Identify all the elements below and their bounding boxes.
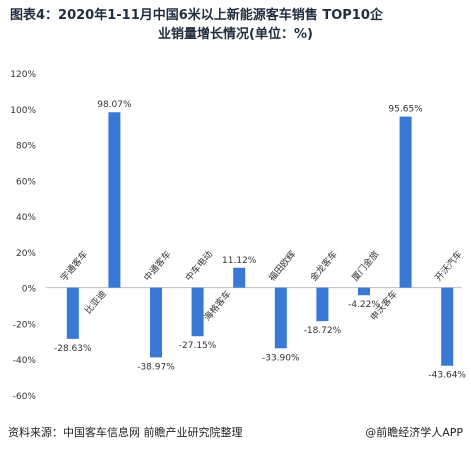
y-tick-label: 80% <box>16 142 36 152</box>
bar <box>191 287 204 337</box>
data-label: -27.15% <box>179 341 217 351</box>
chart-title-line1: 图表4：2020年1-11月中国6米以上新能源客车销售 TOP10企 <box>10 8 383 23</box>
category-label: 开沃汽车 <box>432 248 464 283</box>
data-label: 11.12% <box>222 256 257 266</box>
y-tick-label: 40% <box>16 213 36 223</box>
category-label: 海格客车 <box>201 288 233 323</box>
y-tick-label: 60% <box>16 177 36 187</box>
bar-chart: 120% 100% 80% 60% 40% 20% 0% -20% -40% -60% -28.63… <box>10 70 466 402</box>
bar <box>108 112 121 288</box>
data-label: -18.72% <box>304 326 342 336</box>
brand-label: @前瞻经济学人APP <box>365 426 463 439</box>
data-label: 95.65% <box>388 105 423 115</box>
data-label: -28.63% <box>54 344 92 354</box>
category-label: 宇通客车 <box>58 248 90 283</box>
y-tick-label: -20% <box>13 320 37 330</box>
y-tick-label: -40% <box>13 356 37 366</box>
data-label: -43.64% <box>428 371 466 381</box>
data-label: -38.97% <box>137 362 175 372</box>
category-label: 中车电动 <box>183 248 215 283</box>
source-note: 资料来源：中国客车信息网 前瞻产业研究院整理 <box>8 426 243 439</box>
category-label: 金龙客车 <box>308 248 340 283</box>
bar <box>358 287 370 296</box>
bar <box>274 287 287 349</box>
bar <box>233 267 246 288</box>
footer: 资料来源：中国客车信息网 前瞻产业研究院整理 @前瞻经济学人APP <box>8 424 463 442</box>
category-label: 厦门金旅 <box>349 248 381 283</box>
bar <box>316 287 329 322</box>
category-label: 福田欧辉 <box>266 248 298 283</box>
data-label: -4.22% <box>348 300 380 310</box>
y-tick-label: 100% <box>10 106 36 116</box>
y-tick-label: -60% <box>13 392 37 402</box>
y-tick-label: 0% <box>22 285 37 295</box>
category-label: 比亚迪 <box>82 288 109 316</box>
y-tick-label: 20% <box>16 249 36 259</box>
chart-title-line2: 业销量增长情况(单位：%) <box>158 27 313 42</box>
data-label: 98.07% <box>97 100 132 110</box>
bar <box>66 287 79 339</box>
chart-title: 图表4：2020年1-11月中国6米以上新能源客车销售 TOP10企 业销量增长… <box>10 6 461 44</box>
data-label: -33.90% <box>262 353 300 363</box>
y-tick-label: 120% <box>10 70 36 80</box>
bar <box>399 116 412 288</box>
bar <box>150 287 162 358</box>
category-label: 中通客车 <box>141 248 173 283</box>
bar <box>441 287 454 366</box>
